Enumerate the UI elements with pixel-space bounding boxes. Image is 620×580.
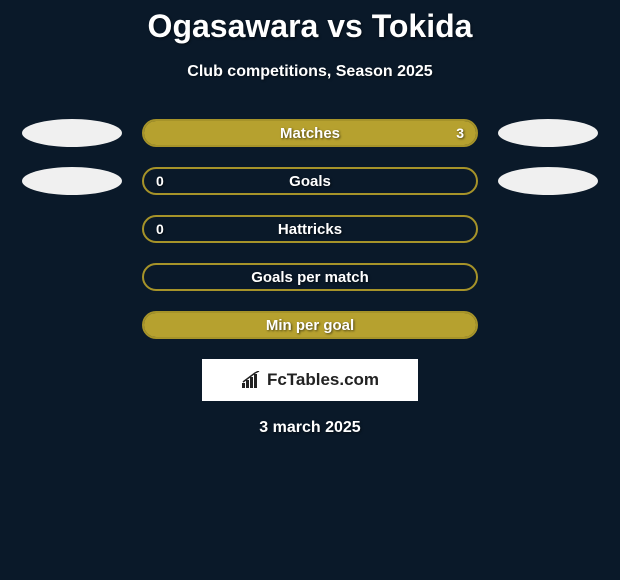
stat-pill: Min per goal <box>142 311 478 339</box>
stat-label: Min per goal <box>144 317 476 334</box>
logo-box[interactable]: FcTables.com <box>202 359 418 401</box>
right-ellipse <box>498 119 598 147</box>
chart-icon <box>241 371 263 389</box>
stat-row: Goals per match <box>0 263 620 291</box>
left-ellipse-spacer <box>22 215 122 243</box>
right-ellipse-spacer <box>498 263 598 291</box>
date-line: 3 march 2025 <box>0 419 620 437</box>
stat-row: Matches3 <box>0 119 620 147</box>
left-ellipse <box>22 167 122 195</box>
stat-pill: Goals per match <box>142 263 478 291</box>
stat-pill: Goals0 <box>142 167 478 195</box>
stat-right-value: 3 <box>456 125 464 141</box>
page-title: Ogasawara vs Tokida <box>0 0 620 45</box>
subtitle: Club competitions, Season 2025 <box>0 63 620 81</box>
stat-left-value: 0 <box>156 173 164 189</box>
stat-left-value: 0 <box>156 221 164 237</box>
stat-label: Matches <box>144 125 476 142</box>
left-ellipse <box>22 119 122 147</box>
stat-row: Min per goal <box>0 311 620 339</box>
stat-pill: Matches3 <box>142 119 478 147</box>
stats-container: Matches3Goals0Hattricks0Goals per matchM… <box>0 119 620 339</box>
stat-row: Hattricks0 <box>0 215 620 243</box>
right-ellipse-spacer <box>498 311 598 339</box>
left-ellipse-spacer <box>22 263 122 291</box>
stat-label: Hattricks <box>144 221 476 238</box>
right-ellipse <box>498 167 598 195</box>
stat-row: Goals0 <box>0 167 620 195</box>
right-ellipse-spacer <box>498 215 598 243</box>
stat-label: Goals <box>144 173 476 190</box>
logo-text: FcTables.com <box>267 370 379 390</box>
stat-label: Goals per match <box>144 269 476 286</box>
stat-pill: Hattricks0 <box>142 215 478 243</box>
left-ellipse-spacer <box>22 311 122 339</box>
